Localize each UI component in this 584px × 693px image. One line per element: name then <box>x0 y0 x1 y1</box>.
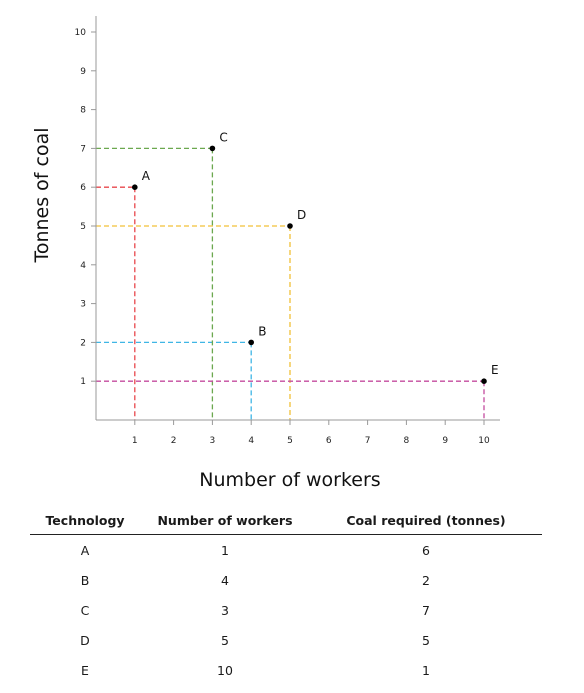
x-tick-label: 2 <box>171 436 177 446</box>
y-tick-label: 2 <box>80 338 86 348</box>
table-row: A 1 6 <box>30 535 542 566</box>
technology-table: Technology Number of workers Coal requir… <box>30 507 542 685</box>
point-label: A <box>142 169 151 183</box>
y-tick-label: 5 <box>80 222 86 232</box>
table-cell: B <box>80 572 90 588</box>
scatter-chart: 1 2 3 4 5 6 7 8 9 10 1 2 3 4 5 6 7 8 9 10 A B C D E Number of w… <box>31 16 500 491</box>
column-header: Technology <box>30 507 140 535</box>
x-tick-label: 8 <box>404 436 410 446</box>
table-cell: E <box>81 662 89 678</box>
data-points: A B C D E <box>132 130 499 385</box>
table-cell: A <box>80 542 90 558</box>
axes <box>95 16 500 421</box>
table-cell: 3 <box>221 602 229 618</box>
table-cell: 7 <box>422 602 430 618</box>
y-tick-label: 7 <box>80 144 86 154</box>
point-label: C <box>219 130 227 144</box>
table-cell: C <box>80 602 90 618</box>
table-cell: D <box>80 632 90 648</box>
data-point <box>248 339 254 346</box>
table-cell: 5 <box>221 632 229 648</box>
x-tick-label: 4 <box>248 436 254 446</box>
table-cell: 2 <box>422 572 430 588</box>
data-point <box>481 378 487 385</box>
x-tick-label: 9 <box>442 436 448 446</box>
table-cell: 1 <box>221 542 229 558</box>
x-tick-label: 6 <box>326 436 332 446</box>
table-row: E 10 1 <box>30 655 542 685</box>
point-label: B <box>258 324 266 338</box>
x-tick-label: 7 <box>365 436 371 446</box>
ticks: 1 2 3 4 5 6 7 8 9 10 1 2 3 4 5 6 7 8 9 10 <box>75 28 490 446</box>
column-header: Number of workers <box>140 507 310 535</box>
table-row: D 5 5 <box>30 625 542 655</box>
point-label: E <box>491 363 499 377</box>
x-tick-label: 1 <box>132 436 138 446</box>
table-cell: 4 <box>221 572 229 588</box>
x-axis-title: Number of workers <box>199 469 380 491</box>
data-point <box>132 184 138 190</box>
y-tick-label: 3 <box>80 300 86 310</box>
column-header: Coal required (tonnes) <box>310 507 542 535</box>
x-tick-label: 5 <box>287 436 293 446</box>
table-header-row: Technology Number of workers Coal requir… <box>30 507 542 535</box>
data-point <box>287 223 293 229</box>
table-cell: 1 <box>422 662 430 678</box>
table-cell: 10 <box>217 662 233 678</box>
table-row: C 3 7 <box>30 595 542 625</box>
point-label: D <box>297 208 306 222</box>
y-tick-label: 9 <box>80 67 86 77</box>
x-tick-label: 10 <box>478 436 490 446</box>
table-cell: 5 <box>422 632 430 648</box>
y-axis-title: Tonnes of coal <box>31 127 53 263</box>
y-tick-label: 6 <box>80 183 86 193</box>
table-row: B 4 2 <box>30 565 542 595</box>
y-tick-label: 10 <box>75 28 87 38</box>
y-tick-label: 4 <box>80 261 86 271</box>
y-tick-label: 8 <box>80 106 86 116</box>
y-tick-label: 1 <box>80 377 86 387</box>
table-cell: 6 <box>422 542 430 558</box>
data-point <box>209 145 216 152</box>
guide-lines <box>96 147 485 420</box>
x-tick-label: 3 <box>210 436 216 446</box>
